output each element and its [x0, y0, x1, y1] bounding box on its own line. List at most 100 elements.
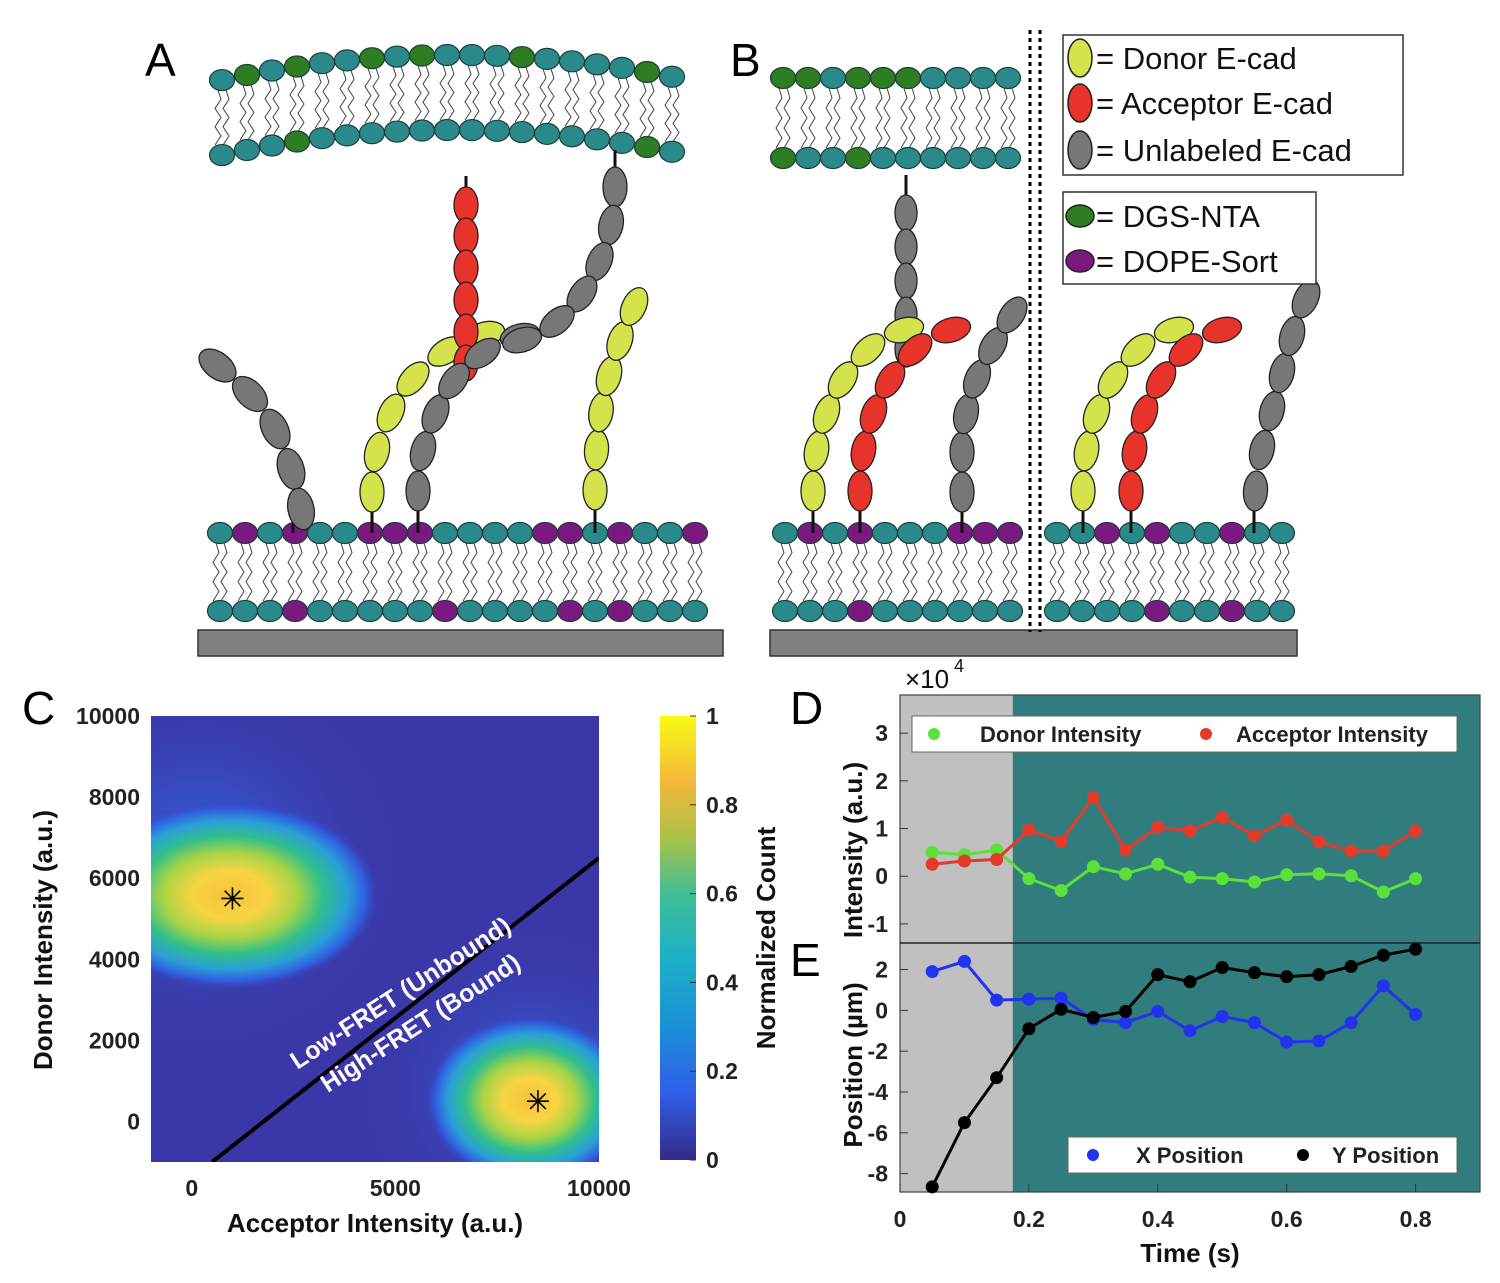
lipid-head-inner — [1168, 599, 1196, 623]
lipid-tail — [687, 542, 695, 602]
lipid-tail — [670, 542, 678, 602]
lipid-head-inner — [1218, 599, 1246, 623]
x-position-point — [1054, 991, 1068, 1005]
lipid-tail — [1010, 542, 1018, 602]
colorbar-tick-0.2: 0.2 — [706, 1058, 738, 1084]
cadherin-domain — [1258, 390, 1286, 432]
cadherin-domain — [850, 430, 877, 472]
acceptor-intensity-point — [1151, 820, 1165, 834]
colorbar-label: Normalized Count — [751, 826, 781, 1049]
cadherin-domain — [276, 447, 306, 491]
legend-y-position: Y Position — [1332, 1143, 1439, 1168]
y-tick-4000: 4000 — [89, 946, 140, 972]
donor-swatch — [1067, 38, 1093, 78]
cadherin-domain — [1070, 470, 1096, 512]
cadherin-domain — [847, 470, 873, 512]
lipid-tail — [212, 542, 220, 602]
lipid-tail — [572, 71, 580, 127]
lipid-head-outer — [358, 47, 386, 70]
lipid-head-inner — [1118, 599, 1146, 623]
lipid-tail — [497, 65, 505, 122]
lipid-tail — [1002, 542, 1010, 602]
lipid-head-inner — [556, 599, 584, 623]
lipid-head-inner — [844, 146, 872, 170]
lipid-head-outer — [1218, 521, 1246, 545]
lipid-head-outer — [606, 521, 634, 545]
lipid-tail — [472, 64, 480, 121]
lipid-head-outer — [556, 521, 584, 545]
cadherin-domain — [453, 281, 479, 319]
time-x-tick-0.8: 0.8 — [1400, 1206, 1432, 1232]
lipid-tail — [222, 89, 230, 146]
lipid-tail — [985, 542, 993, 602]
lipid-tail — [489, 65, 497, 122]
lipid-tail — [447, 64, 455, 121]
lipid-head-inner — [631, 599, 659, 623]
colorbar-tick-0.6: 0.6 — [706, 881, 738, 907]
lipid-tail — [664, 86, 672, 143]
cadherin-domain — [803, 430, 830, 472]
lipid-head-inner — [846, 599, 874, 623]
lipid-tail — [589, 74, 597, 130]
lipid-tail — [445, 542, 453, 602]
y-position-point — [1409, 942, 1423, 956]
donor-intensity-point — [990, 843, 1004, 857]
donor-intensity-point — [1086, 860, 1100, 874]
lipid-head-inner — [331, 599, 359, 623]
lipid-tail — [835, 542, 843, 602]
lipid-tail — [637, 542, 645, 602]
lipid-tail — [850, 87, 858, 149]
lipid-head-outer — [969, 66, 997, 90]
legend-unlabeled: = Unlabeled E-cad — [1096, 133, 1352, 168]
lipid-tail — [647, 81, 655, 138]
donor-cadherin-a2 — [582, 286, 649, 511]
lipid-head-inner — [456, 599, 484, 623]
lipid-tail — [322, 73, 330, 129]
y-position-point — [1054, 1002, 1068, 1016]
lipid-head-outer — [921, 521, 949, 545]
lipid-tail — [345, 542, 353, 602]
x-position-point — [1022, 992, 1036, 1006]
lipid-tail — [1174, 542, 1182, 602]
lipid-head-inner — [383, 120, 411, 143]
lipid-tail — [1057, 542, 1065, 602]
lipid-tail — [977, 542, 985, 602]
lipid-tail — [414, 65, 422, 121]
cadherin-domain — [1248, 429, 1276, 471]
lipid-head-outer — [208, 68, 236, 92]
lipid-head-outer — [283, 55, 311, 78]
d-y-tick-0: 0 — [875, 863, 888, 889]
lipid-tail — [833, 87, 841, 149]
lipid-head-inner — [358, 122, 386, 145]
lipid-head-inner — [794, 146, 822, 170]
lipid-head-outer — [681, 521, 709, 545]
cadherin-domain — [583, 429, 610, 471]
cadherin-domain — [1168, 333, 1204, 367]
acceptor-intensity-point — [1183, 824, 1197, 838]
acceptor-swatch — [1067, 83, 1093, 123]
acceptor-cadherin-b2 — [1118, 316, 1243, 512]
y-position-point — [1215, 960, 1229, 974]
cadherin-domain — [1268, 352, 1296, 394]
x-tick-0: 0 — [185, 1175, 198, 1201]
acceptor-intensity-point — [1119, 843, 1133, 857]
lipid-head-inner — [506, 599, 534, 623]
lipid-tail — [514, 66, 522, 123]
cadherin-domain — [376, 393, 406, 433]
lipid-tail — [564, 71, 572, 127]
lipid-head-outer — [383, 45, 411, 68]
lipid-tail — [1274, 542, 1282, 602]
d-y-tick-3: 3 — [875, 720, 888, 746]
lipid-head-inner — [971, 599, 999, 623]
lipid-tail — [397, 66, 405, 122]
lipid-head-inner — [869, 146, 897, 170]
lipid-head-inner — [819, 146, 847, 170]
cadherin-domain — [464, 337, 501, 370]
lipid-head-outer — [1093, 521, 1121, 545]
lipid-head-outer — [896, 521, 924, 545]
lipid-head-inner — [558, 125, 586, 148]
lipid-head-inner — [944, 146, 972, 170]
substrate-a — [197, 629, 724, 657]
lipid-tail — [412, 542, 420, 602]
